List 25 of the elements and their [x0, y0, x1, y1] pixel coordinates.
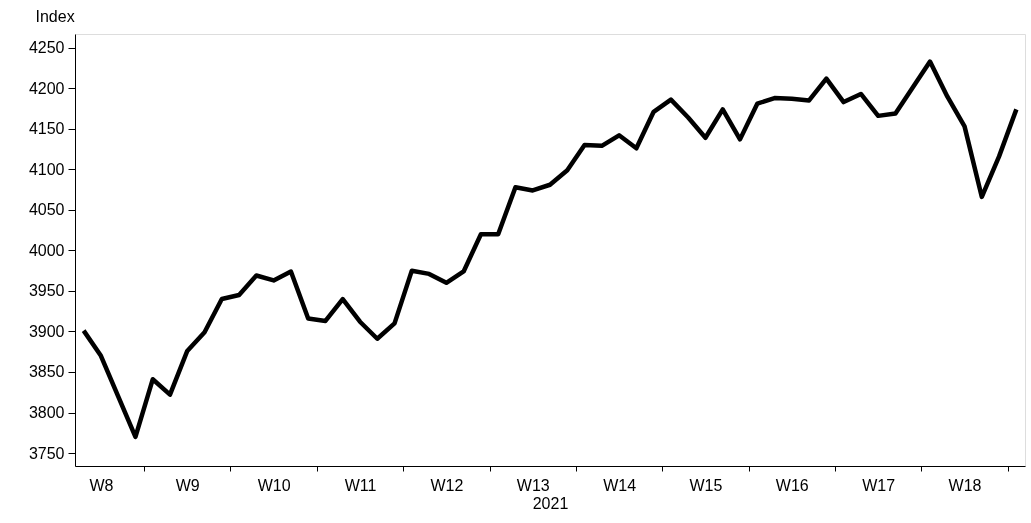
x-tick-label: W15: [689, 476, 723, 494]
x-tick-label: W17: [862, 476, 896, 494]
y-tick-label: 3900: [28, 322, 65, 340]
y-tick-label: 4100: [28, 160, 65, 178]
x-tick-label: W8: [89, 476, 114, 494]
y-tick-label: 4150: [28, 120, 65, 138]
y-tick-label: 4000: [28, 241, 65, 259]
x-tick-label: W13: [516, 476, 550, 494]
x-tick-label: W12: [430, 476, 464, 494]
y-tick-label: 3850: [28, 363, 65, 381]
line-series: [81, 59, 1019, 440]
y-tick-label: 4250: [28, 39, 65, 57]
x-tick-label: W14: [603, 476, 637, 494]
x-tick-label: W16: [775, 476, 809, 494]
x-axis-title: 2021: [532, 494, 569, 512]
y-tick-label: 4200: [28, 79, 65, 97]
y-tick-label: 3800: [28, 404, 65, 422]
y-tick-label: 4050: [28, 201, 65, 219]
x-tick-label: W10: [257, 476, 291, 494]
y-tick-label: 3950: [28, 282, 65, 300]
x-tick-label: W11: [344, 476, 377, 494]
x-tick-label: W9: [175, 476, 200, 494]
x-tick-label: W18: [948, 476, 982, 494]
y-axis-title: Index: [35, 7, 75, 25]
y-tick-label: 3750: [28, 444, 65, 462]
